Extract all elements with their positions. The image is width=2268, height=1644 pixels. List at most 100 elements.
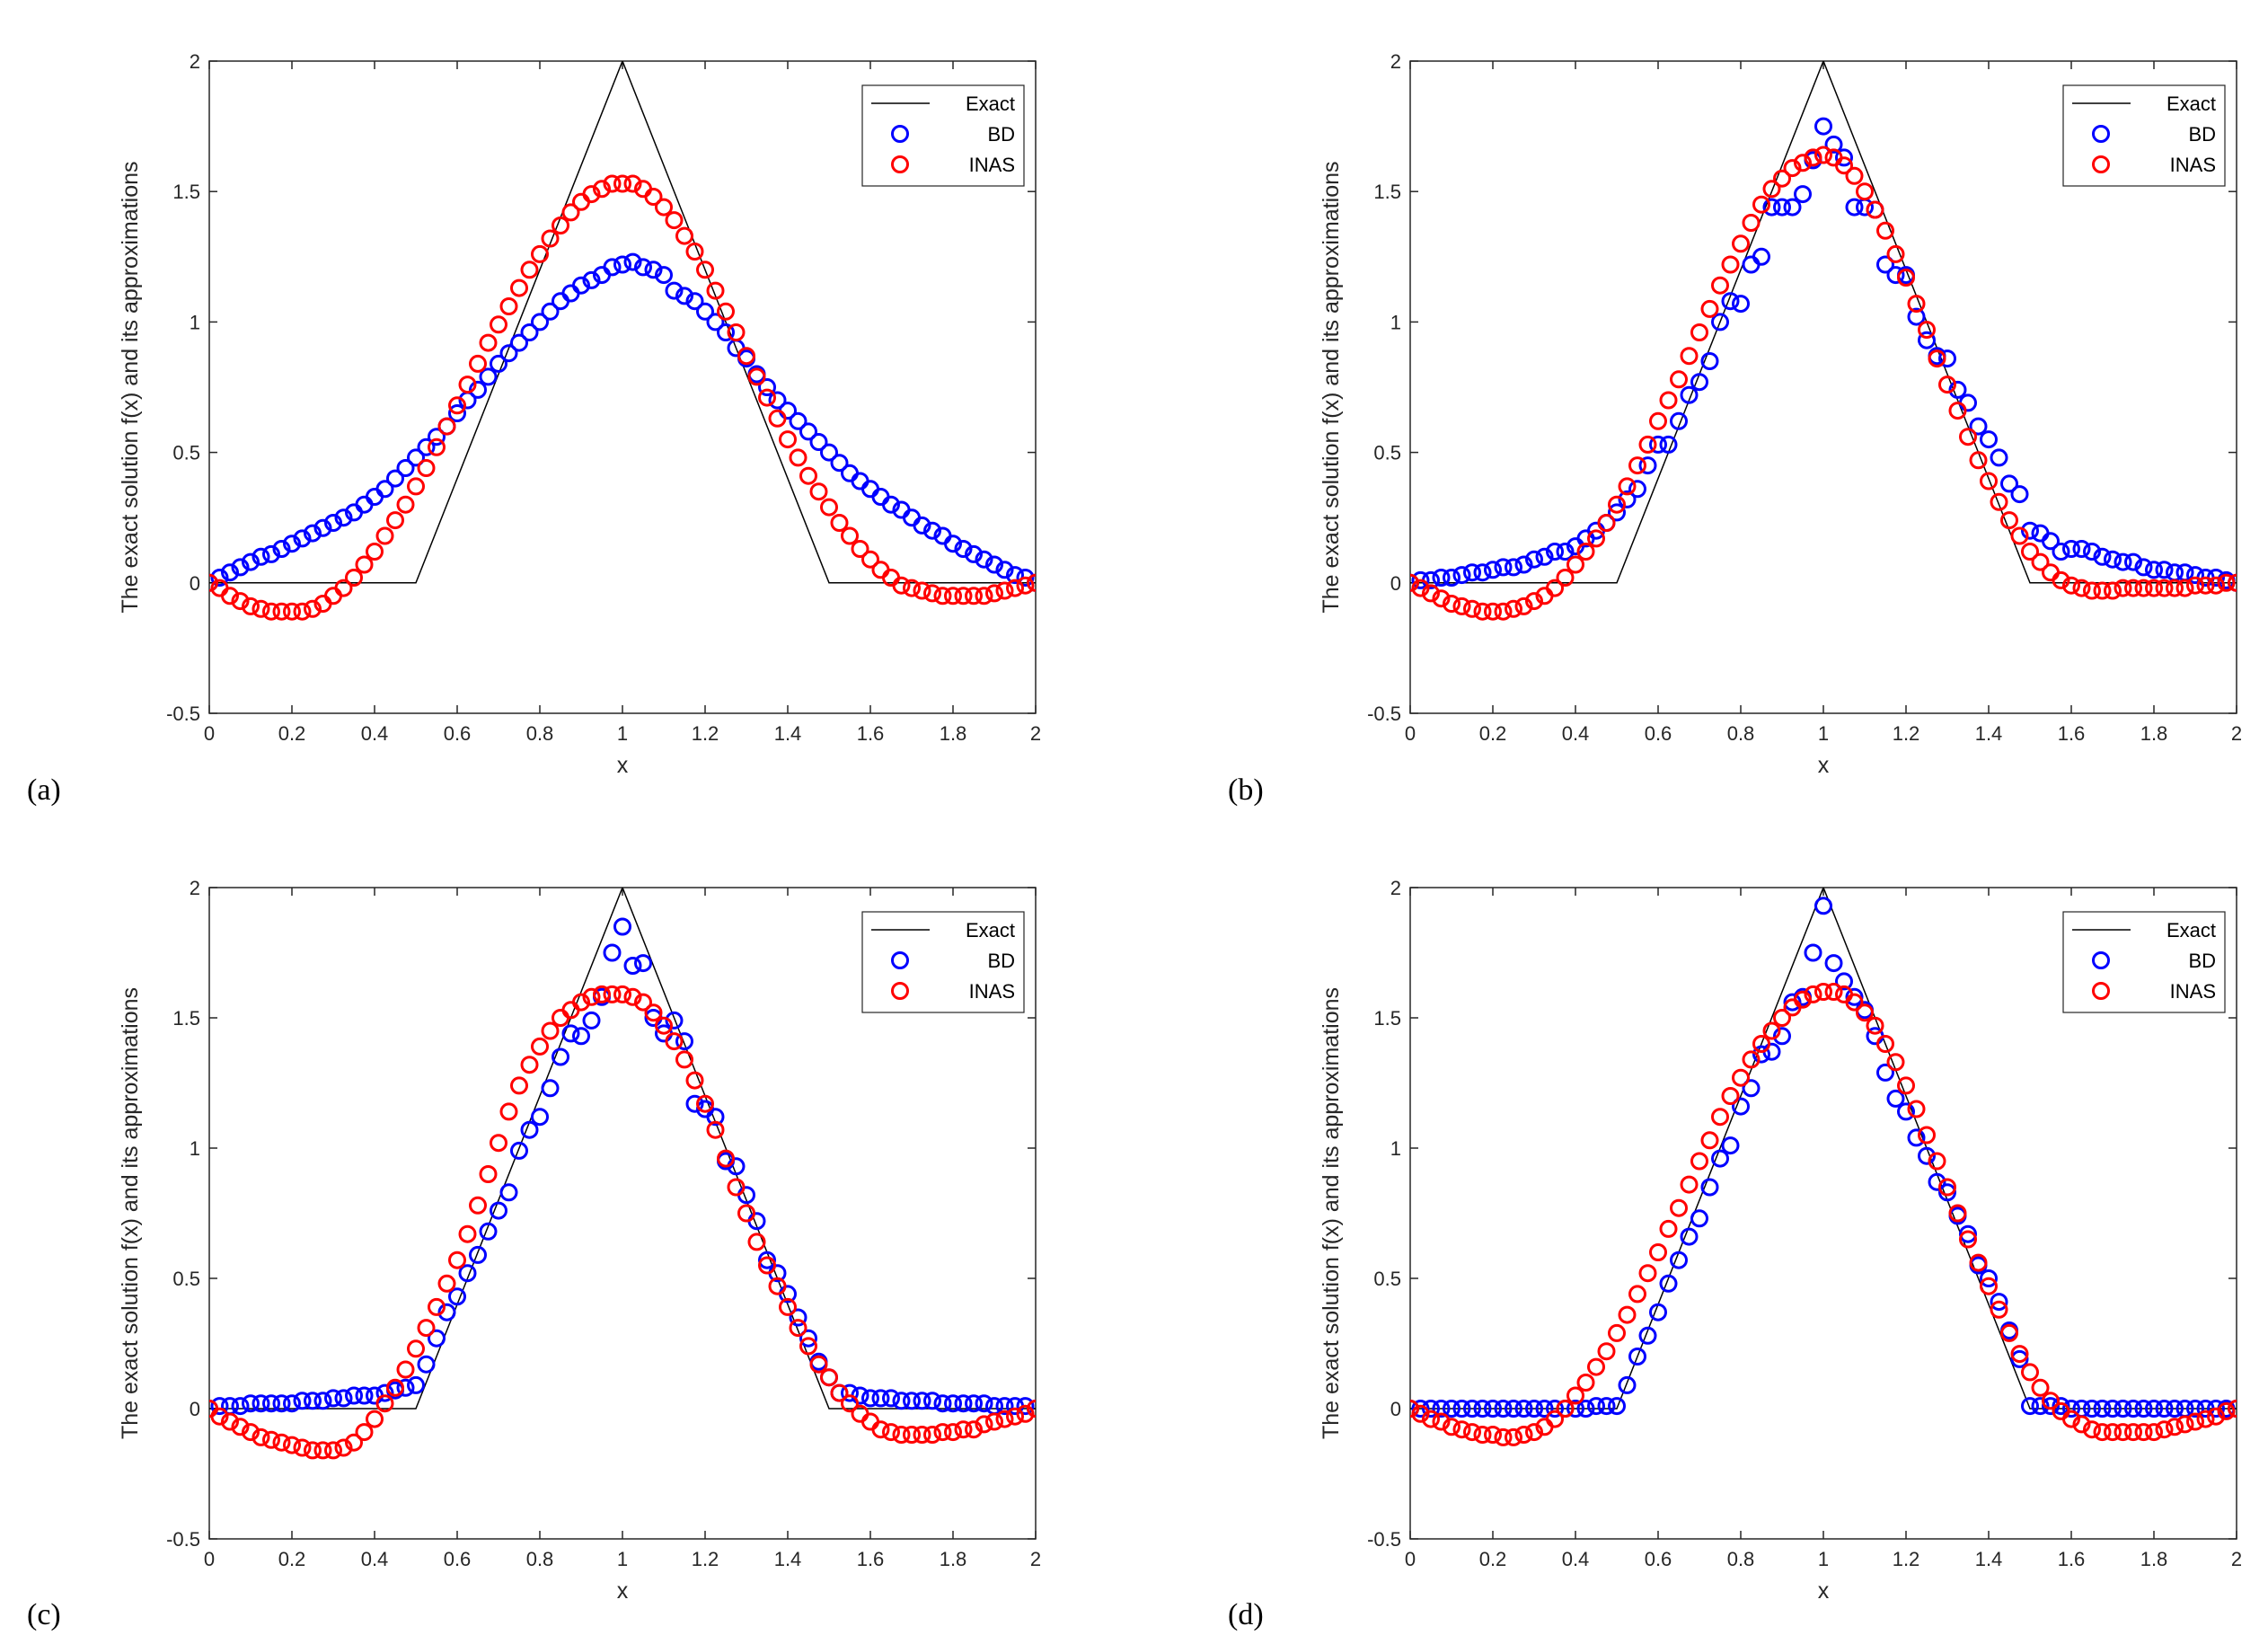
x-tick-label: 1.8 (940, 1548, 967, 1570)
x-tick-label: 0.2 (1479, 722, 1507, 745)
legend-swatch-bd (2092, 951, 2110, 969)
x-tick-label: 1.6 (2058, 1548, 2086, 1570)
x-tick-label: 1 (1818, 722, 1829, 745)
x-tick-label: 0.2 (278, 722, 306, 745)
data-point-inas (903, 579, 921, 597)
data-point-bd (2124, 552, 2142, 571)
data-point-inas (1732, 1068, 1750, 1087)
chart-panel-4: 0 0.2 0.4 0.6 0.8 1 1.2 1.4 1.6 1.8 2-0.500.511.52… (1228, 877, 2242, 1631)
data-point-inas (1473, 1426, 1492, 1444)
data-point-inas (758, 388, 776, 407)
data-point-inas (623, 987, 642, 1006)
data-point-bd (2072, 540, 2091, 558)
data-point-bd (882, 495, 900, 514)
data-point-inas (572, 993, 590, 1012)
data-point-inas (366, 1410, 384, 1428)
data-point-inas (1006, 1407, 1024, 1426)
data-point-inas (1980, 472, 1998, 491)
data-point-bd (1876, 255, 1894, 274)
data-point-inas (975, 587, 993, 605)
data-point-bd (1659, 435, 1678, 454)
data-point-inas (355, 1423, 374, 1442)
y-tick-label: -0.5 (166, 703, 200, 725)
data-point-inas (2124, 1423, 2142, 1442)
legend-swatch-inas (891, 155, 909, 173)
x-tick-label: 0.8 (1727, 722, 1755, 745)
data-point-bd (2052, 543, 2070, 561)
data-point-inas (2031, 1378, 2050, 1397)
data-point-bd (1505, 558, 1522, 577)
data-point-inas (1597, 514, 1616, 532)
data-point-inas (283, 1436, 301, 1454)
data-point-inas (1659, 391, 1678, 410)
data-point-inas (1752, 195, 1770, 214)
data-point-bd (1618, 490, 1637, 508)
data-point-bd (789, 1308, 807, 1327)
data-point-bd (2010, 485, 2029, 504)
legend-label-inas: INAS (969, 154, 1015, 176)
data-point-inas (1969, 451, 1988, 470)
data-point-inas (727, 1178, 746, 1197)
data-point-inas (1794, 154, 1812, 172)
data-point-bd (913, 516, 931, 535)
data-point-inas (448, 1251, 466, 1269)
data-point-inas (985, 584, 1003, 603)
data-point-inas (799, 466, 817, 485)
data-point-bd (1804, 943, 1822, 962)
data-point-bd (293, 1392, 312, 1410)
data-point-bd (2104, 550, 2122, 569)
data-point-bd (2145, 561, 2163, 579)
y-tick-label: 1.5 (172, 181, 200, 203)
data-point-bd (965, 544, 983, 563)
data-point-bd (882, 1389, 900, 1408)
data-point-bd (262, 1394, 280, 1413)
data-point-inas (1576, 1374, 1595, 1392)
x-tick-label: 0.8 (526, 722, 554, 745)
data-point-bd (1432, 1400, 1451, 1418)
data-point-bd (954, 1394, 973, 1413)
data-point-inas (1452, 597, 1471, 615)
data-point-bd (1876, 1063, 1894, 1082)
data-point-inas (923, 584, 941, 603)
data-point-bd (304, 524, 322, 543)
y-tick-label: 1 (190, 311, 200, 333)
y-axis-label: The exact solution f(x) and its approxim… (118, 161, 143, 613)
data-point-inas (2021, 543, 2039, 561)
data-point-bd (2134, 558, 2153, 577)
data-point-inas (747, 367, 766, 386)
data-point-bd (1411, 570, 1430, 589)
data-point-bd (1452, 1400, 1471, 1418)
data-point-inas (1484, 1426, 1502, 1444)
data-point-inas (1690, 323, 1708, 341)
chart-panel-1: 0 0.2 0.4 0.6 0.8 1 1.2 1.4 1.6 1.8 2-0.500.511.52… (27, 50, 1041, 807)
data-point-inas (2010, 526, 2029, 545)
data-point-inas (1587, 1357, 1605, 1376)
data-point-inas (262, 1430, 280, 1449)
chart-panel-3: 0 0.2 0.4 0.6 0.8 1 1.2 1.4 1.6 1.8 2-0.500.511.52… (27, 877, 1041, 1631)
data-point-bd (1587, 1397, 1605, 1416)
data-point-bd (2062, 540, 2080, 558)
data-point-inas (1794, 990, 1812, 1009)
legend: Exact BD INAS (2062, 84, 2226, 187)
legend: Exact BD INAS (861, 911, 1025, 1013)
data-point-inas (727, 323, 746, 341)
data-point-inas (1814, 146, 1832, 164)
data-point-bd (2155, 561, 2174, 579)
data-point-inas (2052, 570, 2070, 589)
legend-label-inas: INAS (2170, 154, 2216, 176)
data-point-inas (768, 1277, 787, 1295)
data-point-bd (696, 302, 714, 321)
data-layer (1410, 61, 2237, 621)
data-point-inas (1432, 1412, 1451, 1431)
y-tick-label: 0.5 (1373, 1268, 1401, 1290)
panel-label: (b) (1228, 773, 1264, 807)
data-point-bd (799, 422, 817, 441)
data-point-inas (851, 540, 869, 558)
legend-swatch-bd (891, 951, 909, 969)
data-point-inas (1959, 428, 1977, 446)
data-point-inas (1027, 1400, 1036, 1418)
x-tick-label: 0.4 (361, 722, 389, 745)
data-point-inas (841, 526, 859, 545)
data-point-bd (334, 1389, 353, 1408)
y-tick-label: 1.5 (1373, 1007, 1401, 1030)
